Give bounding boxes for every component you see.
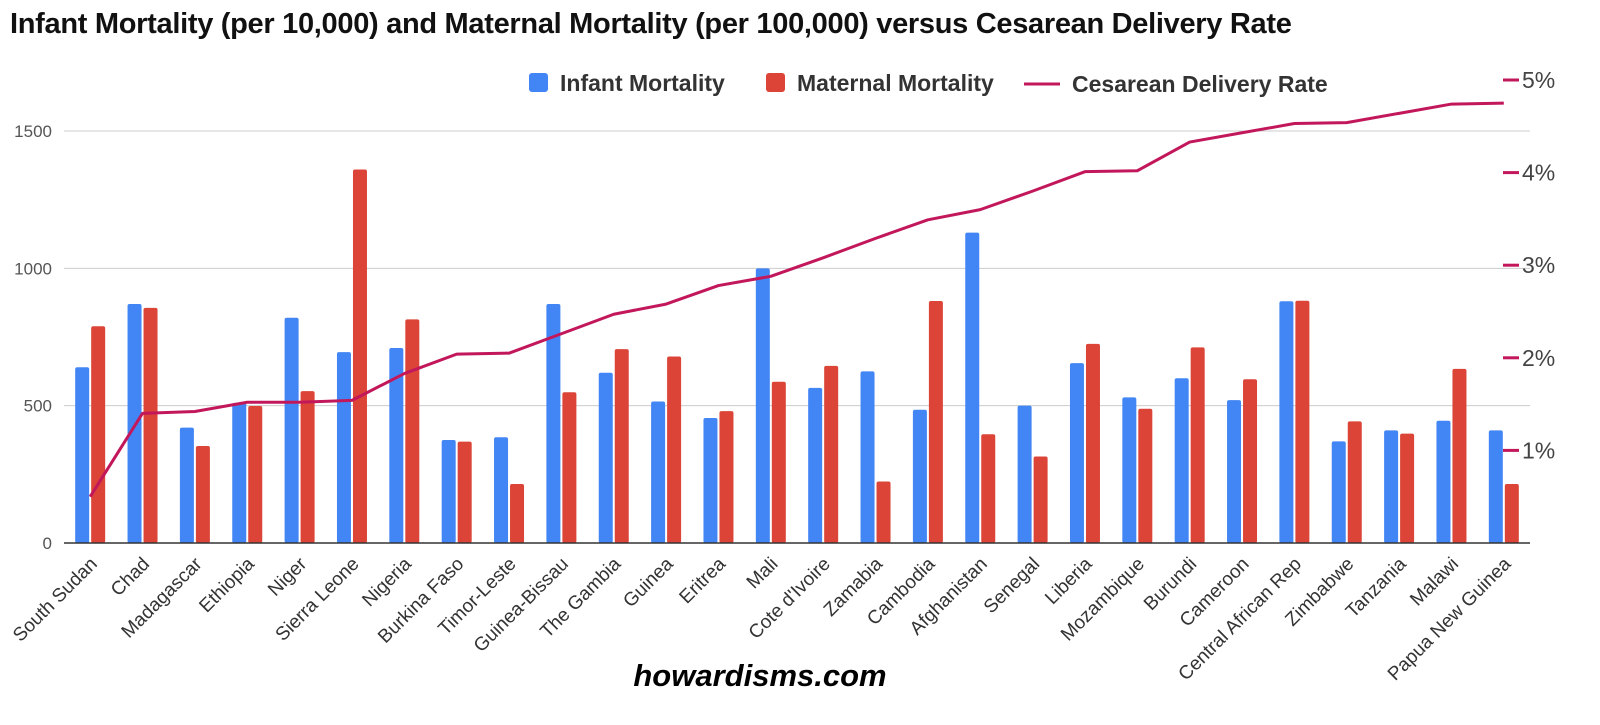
bar-infant-18 xyxy=(1017,405,1032,543)
bar-infant-25 xyxy=(1384,430,1399,543)
bar-infant-4 xyxy=(284,317,299,543)
x-tick-label-13: Mali xyxy=(743,554,782,593)
x-tick-label-12: Eritrea xyxy=(676,553,731,608)
bar-infant-20 xyxy=(1122,397,1137,543)
bar-maternal-14 xyxy=(824,365,839,543)
bar-infant-22 xyxy=(1227,400,1242,543)
bar-maternal-7 xyxy=(457,441,472,543)
y-tick-label-1500: 1500 xyxy=(14,122,52,141)
bar-infant-17 xyxy=(965,232,980,544)
bar-infant-7 xyxy=(441,440,456,543)
bar-infant-14 xyxy=(808,387,823,543)
bar-maternal-5 xyxy=(352,169,367,543)
bar-infant-3 xyxy=(232,402,247,543)
bar-maternal-19 xyxy=(1085,343,1100,543)
bar-infant-16 xyxy=(912,409,927,543)
cesarean-line xyxy=(88,101,1504,498)
chart-title: Infant Mortality (per 10,000) and Matern… xyxy=(10,8,1292,40)
bar-maternal-3 xyxy=(248,405,263,543)
bar-maternal-8 xyxy=(510,483,525,543)
bar-infant-0 xyxy=(75,367,90,543)
bar-maternal-9 xyxy=(562,392,577,543)
bar-maternal-1 xyxy=(143,307,158,543)
bar-maternal-2 xyxy=(195,446,210,543)
bar-infant-24 xyxy=(1331,441,1346,543)
bar-maternal-27 xyxy=(1504,483,1519,543)
legend-label-cesarean: Cesarean Delivery Rate xyxy=(1072,71,1328,97)
y-tick-label-1000: 1000 xyxy=(14,259,52,278)
bar-infant-19 xyxy=(1069,363,1084,543)
bar-maternal-17 xyxy=(981,434,996,543)
bar-maternal-0 xyxy=(91,326,106,543)
bar-maternal-13 xyxy=(771,381,786,543)
legend-label-maternal: Maternal Mortality xyxy=(797,70,994,96)
x-tick-label-4: Niger xyxy=(264,553,311,600)
bar-infant-21 xyxy=(1174,378,1189,543)
y-tick-label-0: 0 xyxy=(43,534,52,553)
x-tick-label-0: South Sudan xyxy=(9,554,102,647)
bar-maternal-10 xyxy=(614,349,629,543)
bar-infant-23 xyxy=(1279,301,1294,543)
bar-infant-2 xyxy=(179,427,194,543)
right-tick-label-5: 5% xyxy=(1522,67,1555,93)
bar-infant-13 xyxy=(755,268,770,543)
x-tick-label-18: Senegal xyxy=(980,554,1044,618)
right-tick-label-2: 2% xyxy=(1522,345,1555,371)
bar-maternal-24 xyxy=(1347,421,1362,543)
bar-maternal-20 xyxy=(1138,408,1153,543)
bar-infant-6 xyxy=(389,347,404,543)
bar-infant-26 xyxy=(1436,420,1451,543)
x-tick-label-3: Ethiopia xyxy=(195,553,259,617)
bar-maternal-11 xyxy=(667,356,682,543)
legend-label-infant: Infant Mortality xyxy=(560,70,725,96)
right-tick-label-4: 4% xyxy=(1522,160,1555,186)
bars xyxy=(75,169,1519,544)
bar-infant-5 xyxy=(336,352,351,543)
bar-maternal-6 xyxy=(405,319,420,543)
legend: Infant Mortality Maternal Mortality Cesa… xyxy=(529,70,1328,97)
bar-maternal-15 xyxy=(876,481,891,543)
cesarean-line-group xyxy=(88,101,1504,498)
bar-maternal-26 xyxy=(1452,368,1467,543)
right-tick-label-1: 1% xyxy=(1522,437,1555,463)
legend-swatch-infant xyxy=(529,73,548,92)
bar-infant-10 xyxy=(598,372,613,543)
bar-infant-9 xyxy=(546,304,561,543)
watermark: howardisms.com xyxy=(633,658,887,693)
bar-maternal-18 xyxy=(1033,456,1048,543)
bar-maternal-4 xyxy=(300,391,315,543)
bar-maternal-16 xyxy=(928,301,943,543)
bar-infant-8 xyxy=(494,437,509,543)
right-tick-label-3: 3% xyxy=(1522,252,1555,278)
y-tick-label-500: 500 xyxy=(24,397,52,416)
bar-maternal-23 xyxy=(1295,300,1310,543)
bar-maternal-21 xyxy=(1190,347,1205,543)
bar-infant-12 xyxy=(703,418,718,543)
bar-maternal-22 xyxy=(1243,379,1258,543)
bar-infant-15 xyxy=(860,371,875,543)
x-tick-label-9: Guinea-Bissau xyxy=(470,554,573,657)
x-tick-label-1: Chad xyxy=(107,554,154,601)
x-tick-label-11: Guinea xyxy=(619,553,677,611)
bar-infant-27 xyxy=(1488,430,1503,543)
bar-infant-11 xyxy=(651,401,666,543)
bar-maternal-25 xyxy=(1400,433,1415,543)
legend-swatch-maternal xyxy=(766,73,785,92)
bar-maternal-12 xyxy=(719,411,734,543)
